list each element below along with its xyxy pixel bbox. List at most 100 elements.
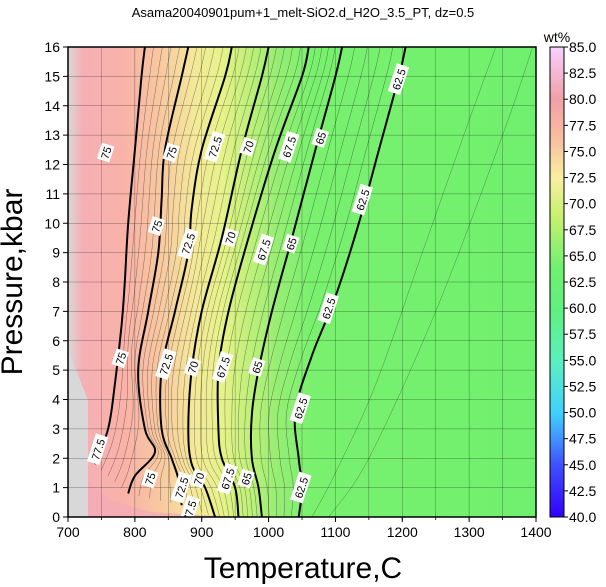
x-tick-label: 1400 <box>520 524 551 540</box>
contour-label-box <box>203 130 226 163</box>
y-tick-label: 12 <box>44 157 60 173</box>
y-tick-label: 13 <box>44 127 60 143</box>
contour-label: 75 <box>165 145 180 160</box>
colorbar-tick-label: 85.0 <box>569 39 596 55</box>
contour-label-box <box>111 348 130 369</box>
minor-contour-line <box>171 47 247 510</box>
colorbar-tick-label: 72.5 <box>569 170 596 186</box>
contour-label-box <box>216 462 239 495</box>
y-tick-label: 7 <box>52 303 60 319</box>
contour-label-box <box>237 468 255 489</box>
high-temperature-corner <box>88 480 250 517</box>
contour-label-group: 65 <box>247 357 266 377</box>
contour-label: 65 <box>251 360 266 375</box>
y-tick-label: 4 <box>52 392 60 408</box>
contour-label-group: 65 <box>237 468 255 489</box>
y-tick-label: 10 <box>44 215 60 231</box>
contour-label: 70 <box>242 140 257 155</box>
colorbar-tick-label: 40.0 <box>569 509 596 525</box>
contour-label-box <box>282 233 300 254</box>
contour-label-box <box>147 216 166 236</box>
minor-contour-line <box>277 47 381 517</box>
grid <box>68 47 536 517</box>
contour-label-box <box>140 468 159 489</box>
minor-contour-line <box>285 47 394 517</box>
contour-label-box <box>317 292 339 325</box>
x-tick-label: 1300 <box>454 524 485 540</box>
minor-contour-line <box>328 47 533 517</box>
x-axis: 700 800 900 1000 1100 1200 1300 1400 <box>56 517 552 540</box>
contour-label-box <box>86 433 109 466</box>
minor-contours <box>101 47 533 517</box>
minor-contour-line <box>311 47 497 517</box>
colorbar-tick-label: 60.0 <box>569 300 596 316</box>
minor-contour-line <box>211 47 301 517</box>
contour-label-box <box>155 348 177 381</box>
minor-contour-line <box>107 47 163 476</box>
minor-contour-line <box>147 47 206 499</box>
colorbar-tick-label: 50.0 <box>569 405 596 421</box>
contour-label-group: 70 <box>221 227 239 248</box>
contour-label-box <box>247 357 266 377</box>
minor-contour-line <box>138 47 198 496</box>
contour-label: 75 <box>150 219 165 234</box>
minor-contour-line <box>165 47 240 508</box>
contour-label-box <box>183 357 202 377</box>
contour-label: 70 <box>192 471 207 486</box>
colorbar-tick-label: 57.5 <box>569 326 596 342</box>
y-tick-label: 9 <box>52 245 60 261</box>
contour-label-box <box>162 142 180 163</box>
contour-line-77.5 <box>93 47 146 465</box>
subsolidus-region <box>68 350 88 517</box>
minor-contour-line <box>231 47 323 517</box>
contour-label: 75 <box>114 351 129 366</box>
minor-contour-line <box>259 47 355 517</box>
y-tick-label: 5 <box>52 362 60 378</box>
contour-label-group: 77.5 <box>178 495 200 523</box>
minor-contour-line <box>151 47 215 501</box>
contour-label-box <box>189 468 208 489</box>
minor-contour-line <box>101 47 154 471</box>
contour-label: 75 <box>144 471 159 486</box>
colorbar-tick-label: 67.5 <box>569 222 596 238</box>
contour-label-box <box>290 471 312 504</box>
contour-label-group: 65 <box>282 233 300 254</box>
contour-label-group: 75 <box>147 216 166 236</box>
minor-contour-line <box>176 47 255 513</box>
y-tick-label: 2 <box>52 450 60 466</box>
contour-label-box <box>177 227 199 260</box>
contour-label-group: 70 <box>183 357 202 377</box>
contour-label-box <box>351 183 374 216</box>
y-tick-label: 11 <box>45 186 60 202</box>
contour-label-box <box>311 128 329 148</box>
colorbar-title: wt% <box>543 29 570 45</box>
contour-line-75 <box>127 47 190 494</box>
minor-contour-line <box>155 47 224 503</box>
colorbar-tick-label: 75.0 <box>569 143 596 159</box>
contour-label-box <box>252 233 275 266</box>
colorbar-tick-label: 82.5 <box>569 65 596 81</box>
y-tick-label: 1 <box>52 480 60 496</box>
minor-contour-line <box>200 47 285 517</box>
contour-label-group: 65 <box>311 128 329 148</box>
colorbar-tick-label: 52.5 <box>569 378 596 394</box>
contour-label: 77.5 <box>182 499 200 523</box>
y-tick-label: 0 <box>52 509 60 525</box>
minor-contour-line <box>121 47 180 488</box>
contour-label-box <box>387 63 410 96</box>
y-tick-label: 16 <box>44 39 60 55</box>
colorbar-ticks: 40.0 42.5 45.0 47.5 50.0 52.5 55.0 57.5 60.0 62.5… <box>564 39 596 525</box>
minor-contour-line <box>182 47 262 515</box>
y-tick-label: 6 <box>52 333 60 349</box>
contour-label: 65 <box>314 131 329 146</box>
contour-label-box <box>221 227 239 248</box>
colorbar-tick-label: 70.0 <box>569 196 596 212</box>
colorbar-tick-label: 47.5 <box>569 431 596 447</box>
y-tick-label: 8 <box>52 274 60 290</box>
contour-label: 75 <box>99 145 114 160</box>
minor-contour-line <box>205 47 293 517</box>
x-axis-title: Temperature,C <box>204 552 402 585</box>
contour-label: 70 <box>186 360 201 375</box>
